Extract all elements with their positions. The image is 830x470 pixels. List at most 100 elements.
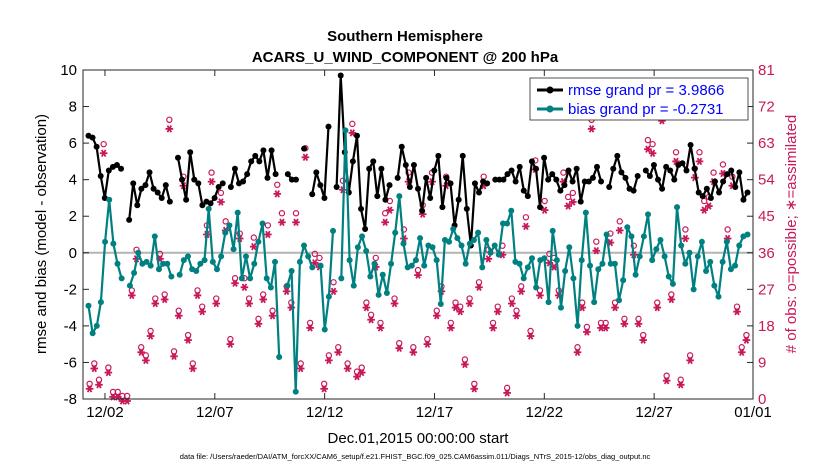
obs-assimilated-marker [700,206,708,214]
rmse-point [199,202,206,209]
bias-point [450,226,457,233]
rmse-point [484,180,491,187]
rmse-point [471,180,478,187]
bias-point [110,240,117,247]
bias-point [230,246,237,253]
rmse-point [248,158,255,165]
obs-assimilated-marker [470,385,479,393]
rmse-point [415,185,421,192]
obs-possible-marker [414,266,422,274]
rmse-point [419,207,426,214]
obs-possible-marker [367,311,375,318]
y-tick-label-left: 4 [69,172,77,189]
obs-possible-marker [363,299,370,306]
obs-possible-marker [114,388,121,396]
obs-assimilated-marker [644,145,652,153]
x-tick-label: 01/01 [734,404,772,421]
bias-point [533,284,540,291]
bias-point [475,229,482,236]
y-tick-label-left: -8 [64,391,77,408]
rmse-point [317,182,324,189]
plot-area [83,70,753,399]
bias-point [570,275,577,282]
rmse-point [252,152,259,159]
bias-point [624,224,631,231]
obs-possible-marker [457,303,464,310]
bias-point [135,249,142,256]
bias-point [732,262,739,269]
rmse-point [614,152,621,159]
bias-point [616,297,623,304]
rmse-point [476,189,483,196]
rmse-point [183,196,190,203]
obs-possible-marker [686,352,694,359]
y-tick-label-right: 81 [758,62,775,79]
rmse-point [634,173,641,180]
rmse-point [240,178,247,185]
obs-assimilated-marker [390,299,399,308]
obs-assimilated-marker [212,299,221,308]
obs-assimilated-marker [386,206,394,214]
obs-assimilated-marker [367,316,375,324]
rmse-point [455,196,462,203]
rmse-point [215,183,222,190]
bias-point [164,260,171,267]
rmse-point [435,152,442,159]
bias-point [147,262,154,269]
bias-point [400,240,407,247]
obs-possible-marker [100,140,107,148]
bias-point [143,258,150,265]
bias-point [238,275,245,282]
bias-point [470,236,477,243]
bias-point [495,251,502,258]
obs-possible-marker [513,307,520,314]
obs-possible-marker [522,214,530,221]
rmse-point [292,176,299,183]
bias-point [321,326,328,333]
rmse-point [659,185,666,192]
rmse-point [333,183,340,190]
bias-point [184,253,191,260]
obs-possible-marker [616,218,623,225]
bias-point [645,211,652,218]
bias-point [292,388,299,395]
rmse-point [565,167,572,174]
legend-bias-label: bias grand pr = -0.2731 [568,101,724,118]
obs-possible-marker [503,384,511,392]
obs-assimilated-marker [325,356,333,365]
rmse-point [231,165,238,172]
obs-assimilated-marker [742,336,751,344]
obs-possible-marker [325,352,333,359]
rmse-point [671,176,678,183]
bias-point [483,236,490,243]
rmse-point [728,167,735,174]
bias-point [85,302,92,309]
rmse-point [427,194,434,201]
obs-possible-marker [278,210,286,217]
bias-point [632,271,639,278]
rmse-point [537,204,544,211]
rmse-point [516,163,523,170]
obs-possible-marker [696,149,703,156]
rmse-point [219,180,226,187]
y-axis-label-right: # of obs: o=possible; ∗=assimilated [783,115,800,354]
bias-point [226,222,233,229]
bias-point [520,275,527,282]
bias-point [466,240,473,247]
legend-rmse-label: rmse grand pr = 3.9866 [568,82,724,99]
obs-assimilated-marker [254,320,263,328]
obs-possible-marker [372,254,379,262]
obs-assimilated-marker [667,295,676,304]
obs-possible-marker [147,327,154,335]
series-layer [85,72,751,405]
obs-assimilated-marker [353,372,361,381]
bias-point [528,255,535,262]
bias-point [213,266,220,273]
obs-assimilated-marker [193,291,202,300]
obs-assimilated-marker [146,332,155,340]
y-tick-label-right: 18 [758,318,775,335]
y-tick-label-right: 63 [758,135,775,152]
rmse-point [573,165,580,172]
obs-assimilated-marker [465,299,474,308]
obs-possible-marker [166,116,173,124]
